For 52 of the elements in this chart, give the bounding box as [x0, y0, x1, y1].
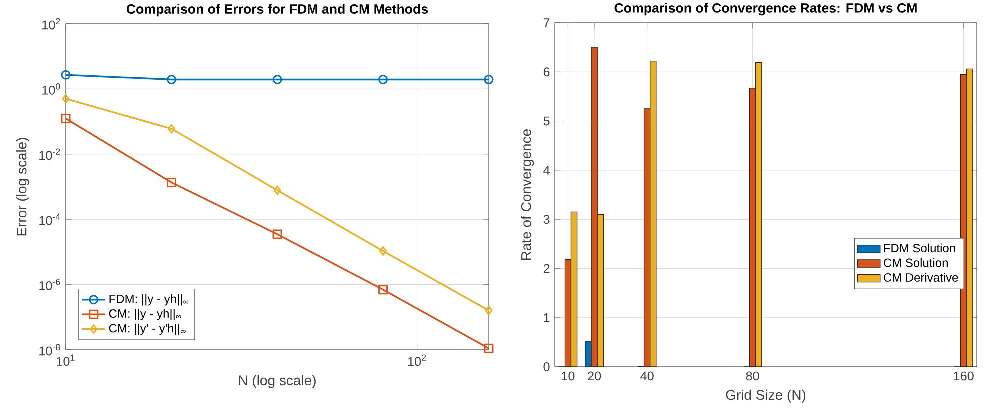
point: [61, 114, 71, 124]
bar: [756, 62, 762, 367]
y-tick-label: 6: [544, 68, 550, 77]
x-tick-label: 160: [954, 372, 974, 381]
y-tick-label: 1: [544, 313, 550, 322]
point: [61, 70, 71, 80]
legend-label: FDM Solution: [884, 244, 956, 253]
point: [167, 75, 176, 84]
legend-label: CM Derivative: [884, 273, 958, 282]
y-tick-label: 5: [544, 116, 550, 126]
point: [485, 306, 493, 316]
chart-title: Comparison of Convergence Rates: FDM vs CM: [614, 3, 917, 16]
bar: [570, 212, 578, 367]
x-tick-label: 10$^{1}$: [57, 354, 75, 366]
y-tick-label: 2: [544, 264, 550, 274]
point: [484, 75, 494, 84]
point: [274, 186, 282, 196]
point: [167, 178, 176, 188]
legend-label: CM: ||y' - y'h||$_{∞}$: [109, 324, 186, 336]
y-axis-title: Error (log scale): [16, 138, 30, 236]
x-tick-label: 10: [562, 372, 575, 381]
y-tick-label: 10$^{-6}$: [40, 279, 60, 291]
point: [272, 75, 282, 84]
y-tick-label: 0: [544, 362, 550, 372]
y-tick-label: 4: [544, 166, 550, 175]
x-axis-title: Grid Size (N): [726, 390, 806, 403]
point: [380, 246, 388, 256]
point: [62, 94, 70, 104]
x-tick-label: 20: [588, 372, 602, 381]
y-tick-label: 10$^{0}$: [42, 84, 60, 95]
y-axis-title: Rate of Convergence: [521, 130, 534, 260]
y-tick-label: 10$^{2}$: [42, 18, 60, 30]
y-tick-label: 10$^{-4}$: [40, 214, 60, 226]
point: [272, 230, 282, 240]
y-tick-label: 10$^{-2}$: [40, 148, 60, 160]
point: [378, 285, 388, 295]
bar: [597, 214, 604, 367]
chart-title: Comparison of Errors for FDM and CM Methods: [126, 4, 428, 17]
bar: [966, 68, 974, 367]
bar: [650, 61, 657, 367]
legend-label: CM Solution: [884, 258, 948, 268]
x-axis-title: N (log scale): [239, 375, 316, 388]
y-tick-label: 7: [544, 18, 550, 28]
x-tick-label: 40: [640, 372, 654, 381]
y-tick-label: 3: [544, 215, 550, 224]
point: [168, 124, 176, 134]
x-tick-label: 80: [746, 372, 760, 381]
point: [378, 75, 388, 84]
point: [484, 344, 494, 354]
legend-label: CM: ||y - yh||$_{∞}$: [109, 309, 182, 320]
y-tick-label: 10$^{-8}$: [40, 344, 60, 356]
legend-label: FDM: ||y - yh||$_{∞}$: [110, 294, 189, 306]
